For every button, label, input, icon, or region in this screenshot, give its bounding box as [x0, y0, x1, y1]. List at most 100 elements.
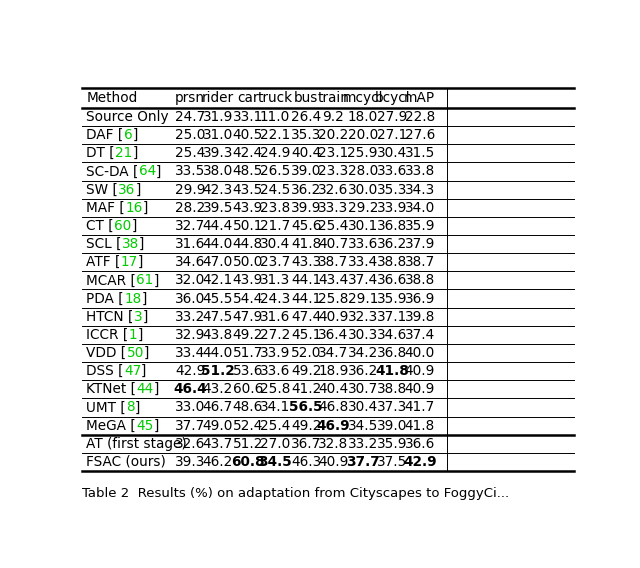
- Text: 23.3: 23.3: [318, 165, 349, 178]
- Text: 47.5: 47.5: [203, 310, 233, 324]
- Text: 35.9: 35.9: [377, 437, 408, 451]
- Text: 25.0: 25.0: [175, 128, 205, 142]
- Text: SCL [: SCL [: [86, 237, 122, 251]
- Text: 60: 60: [114, 219, 131, 233]
- Text: 31.3: 31.3: [260, 273, 290, 287]
- Text: 8: 8: [126, 400, 135, 415]
- Text: 21.7: 21.7: [260, 219, 290, 233]
- Text: 34.5: 34.5: [348, 419, 378, 433]
- Text: 38.8: 38.8: [378, 382, 408, 396]
- Text: ]: ]: [138, 328, 143, 342]
- Text: DT [: DT [: [86, 147, 115, 160]
- Text: 16: 16: [125, 201, 143, 215]
- Text: 29.1: 29.1: [348, 291, 378, 306]
- Text: 32.6: 32.6: [318, 183, 349, 197]
- Text: 31.0: 31.0: [203, 128, 233, 142]
- Text: 26.5: 26.5: [260, 165, 290, 178]
- Text: 37.9: 37.9: [404, 237, 435, 251]
- Text: 36.7: 36.7: [291, 437, 321, 451]
- Text: 49.0: 49.0: [203, 419, 233, 433]
- Text: 37.5: 37.5: [378, 455, 408, 469]
- Text: ]: ]: [135, 400, 140, 415]
- Text: 40.9: 40.9: [404, 364, 435, 378]
- Text: 25.8: 25.8: [318, 291, 349, 306]
- Text: 26.4: 26.4: [291, 110, 321, 124]
- Text: 40.0: 40.0: [404, 346, 435, 360]
- Text: 33.2: 33.2: [175, 310, 205, 324]
- Text: 61: 61: [136, 273, 154, 287]
- Text: 18.0: 18.0: [348, 110, 378, 124]
- Text: 44.0: 44.0: [203, 237, 233, 251]
- Text: 46.9: 46.9: [317, 419, 350, 433]
- Text: 50: 50: [127, 346, 144, 360]
- Text: 41.8: 41.8: [291, 237, 321, 251]
- Text: DSS [: DSS [: [86, 364, 124, 378]
- Text: 36.2: 36.2: [378, 237, 408, 251]
- Text: 30.4: 30.4: [378, 147, 408, 160]
- Text: 35.3: 35.3: [378, 183, 408, 197]
- Text: 49.2: 49.2: [232, 328, 263, 342]
- Text: UMT [: UMT [: [86, 400, 126, 415]
- Text: 9.2: 9.2: [323, 110, 344, 124]
- Text: 41.8: 41.8: [404, 419, 435, 433]
- Text: mcycl: mcycl: [342, 91, 383, 105]
- Text: 42.3: 42.3: [203, 183, 233, 197]
- Text: 40.4: 40.4: [318, 382, 349, 396]
- Text: 18: 18: [124, 291, 141, 306]
- Text: ]: ]: [154, 382, 159, 396]
- Text: 22.8: 22.8: [404, 110, 435, 124]
- Text: SW [: SW [: [86, 183, 118, 197]
- Text: 42.4: 42.4: [232, 147, 263, 160]
- Text: 34.3: 34.3: [404, 183, 435, 197]
- Text: 11.0: 11.0: [260, 110, 290, 124]
- Text: 39.3: 39.3: [203, 147, 233, 160]
- Text: 43.5: 43.5: [232, 183, 263, 197]
- Text: 20.0: 20.0: [348, 128, 378, 142]
- Text: 47: 47: [124, 364, 141, 378]
- Text: 60.8: 60.8: [231, 455, 264, 469]
- Text: 40.9: 40.9: [404, 382, 435, 396]
- Text: 35.9: 35.9: [404, 219, 435, 233]
- Text: 27.6: 27.6: [404, 128, 435, 142]
- Text: 24.7: 24.7: [175, 110, 205, 124]
- Text: 47.0: 47.0: [203, 255, 233, 269]
- Text: 28.2: 28.2: [175, 201, 205, 215]
- Text: 29.2: 29.2: [348, 201, 378, 215]
- Text: 23.8: 23.8: [260, 201, 290, 215]
- Text: 38.7: 38.7: [318, 255, 349, 269]
- Text: 47.4: 47.4: [291, 310, 321, 324]
- Text: truck: truck: [257, 91, 292, 105]
- Text: 41.2: 41.2: [291, 382, 321, 396]
- Text: ]: ]: [141, 364, 147, 378]
- Text: 33.2: 33.2: [348, 437, 378, 451]
- Text: 43.8: 43.8: [203, 328, 233, 342]
- Text: bus: bus: [294, 91, 318, 105]
- Text: 35.9: 35.9: [377, 291, 408, 306]
- Text: 32.8: 32.8: [318, 437, 349, 451]
- Text: 30.0: 30.0: [348, 183, 378, 197]
- Text: ]: ]: [143, 310, 148, 324]
- Text: train: train: [317, 91, 349, 105]
- Text: 34.6: 34.6: [378, 328, 408, 342]
- Text: 39.8: 39.8: [404, 310, 435, 324]
- Text: SC-DA [: SC-DA [: [86, 165, 139, 178]
- Text: VDD [: VDD [: [86, 346, 127, 360]
- Text: 24.9: 24.9: [260, 147, 290, 160]
- Text: 49.2: 49.2: [291, 419, 321, 433]
- Text: 33.5: 33.5: [175, 165, 205, 178]
- Text: 25.4: 25.4: [175, 147, 205, 160]
- Text: 46.4: 46.4: [173, 382, 207, 396]
- Text: 32.9: 32.9: [175, 328, 205, 342]
- Text: 36.4: 36.4: [318, 328, 349, 342]
- Text: 48.5: 48.5: [232, 165, 263, 178]
- Text: 36.6: 36.6: [378, 273, 408, 287]
- Text: 30.4: 30.4: [260, 237, 290, 251]
- Text: 40.9: 40.9: [318, 310, 349, 324]
- Text: 31.5: 31.5: [404, 147, 435, 160]
- Text: Table 2  Results (%) on adaptation from Cityscapes to FoggyCi...: Table 2 Results (%) on adaptation from C…: [83, 487, 509, 500]
- Text: 27.1: 27.1: [378, 128, 408, 142]
- Text: 37.1: 37.1: [378, 310, 408, 324]
- Text: MAF [: MAF [: [86, 201, 125, 215]
- Text: 49.2: 49.2: [291, 364, 321, 378]
- Text: 36.8: 36.8: [378, 219, 408, 233]
